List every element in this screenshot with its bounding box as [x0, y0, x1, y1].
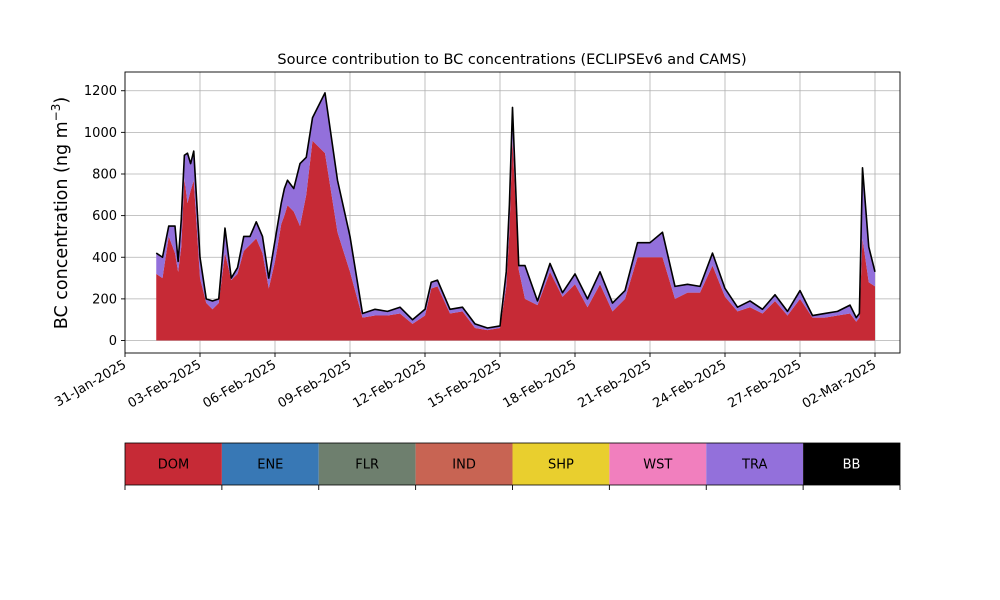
chart-title: Source contribution to BC concentrations…: [277, 52, 746, 68]
legend-label-tra: TRA: [741, 458, 767, 473]
y-tick-label: 200: [92, 292, 117, 307]
y-tick-label: 1000: [84, 126, 117, 141]
area-dom: [156, 138, 875, 341]
legend-swatch-tra: [706, 443, 804, 485]
legend-swatch-shp: [512, 443, 610, 485]
y-axis-label: BC concentration (ng m−3): [49, 97, 72, 329]
legend-label-dom: DOM: [158, 458, 189, 473]
x-tick-label: 15-Feb-2025: [425, 357, 504, 411]
legend-swatch-ind: [415, 443, 513, 485]
legend-label-wst: WST: [643, 458, 672, 473]
legend-swatch-flr: [318, 443, 416, 485]
plot-frame: [124, 71, 901, 354]
x-tick-label: 27-Feb-2025: [725, 357, 804, 411]
legend-label-flr: FLR: [355, 458, 379, 473]
y-tick-label: 600: [92, 209, 117, 224]
x-tick-label: 03-Feb-2025: [125, 357, 204, 411]
legend-swatch-dom: [125, 443, 222, 485]
y-axis-label-superscript: −3: [49, 104, 63, 122]
legend-label-shp: SHP: [548, 458, 574, 473]
y-tick-label: 1200: [84, 84, 117, 99]
legend-swatch-wst: [609, 443, 707, 485]
x-tick-label: 31-Jan-2025: [52, 357, 129, 410]
legend-swatch-ene: [221, 443, 319, 485]
legend-label-ene: ENE: [257, 458, 283, 473]
x-tick-label: 09-Feb-2025: [275, 357, 354, 411]
y-axis-label-close: ): [52, 97, 72, 104]
x-tick-label: 06-Feb-2025: [200, 357, 279, 411]
legend-swatch-bb: [803, 443, 900, 485]
x-tick-label: 21-Feb-2025: [575, 357, 654, 411]
x-tick-label: 24-Feb-2025: [650, 357, 729, 411]
y-axis-label-main: BC concentration (ng m: [52, 121, 72, 329]
x-tick-label: 12-Feb-2025: [350, 357, 429, 411]
legend-bar: DOM ENE FLR IND SHP WST TRA BB: [124, 442, 901, 490]
y-tick-label: 800: [92, 167, 117, 182]
y-tick-label: 0: [109, 334, 117, 349]
area-tra: [156, 92, 875, 331]
legend-label-ind: IND: [452, 458, 476, 473]
legend-label-bb: BB: [843, 458, 861, 473]
plot-area: 0 200 400 600 800 1000 1200 31-Jan-202503-Feb-2…: [52, 71, 901, 412]
total-line-bb: [155, 92, 876, 329]
x-tick-label: 02-Mar-2025: [800, 357, 879, 411]
y-tick-label: 400: [92, 251, 117, 266]
x-tick-label: 18-Feb-2025: [500, 357, 579, 411]
